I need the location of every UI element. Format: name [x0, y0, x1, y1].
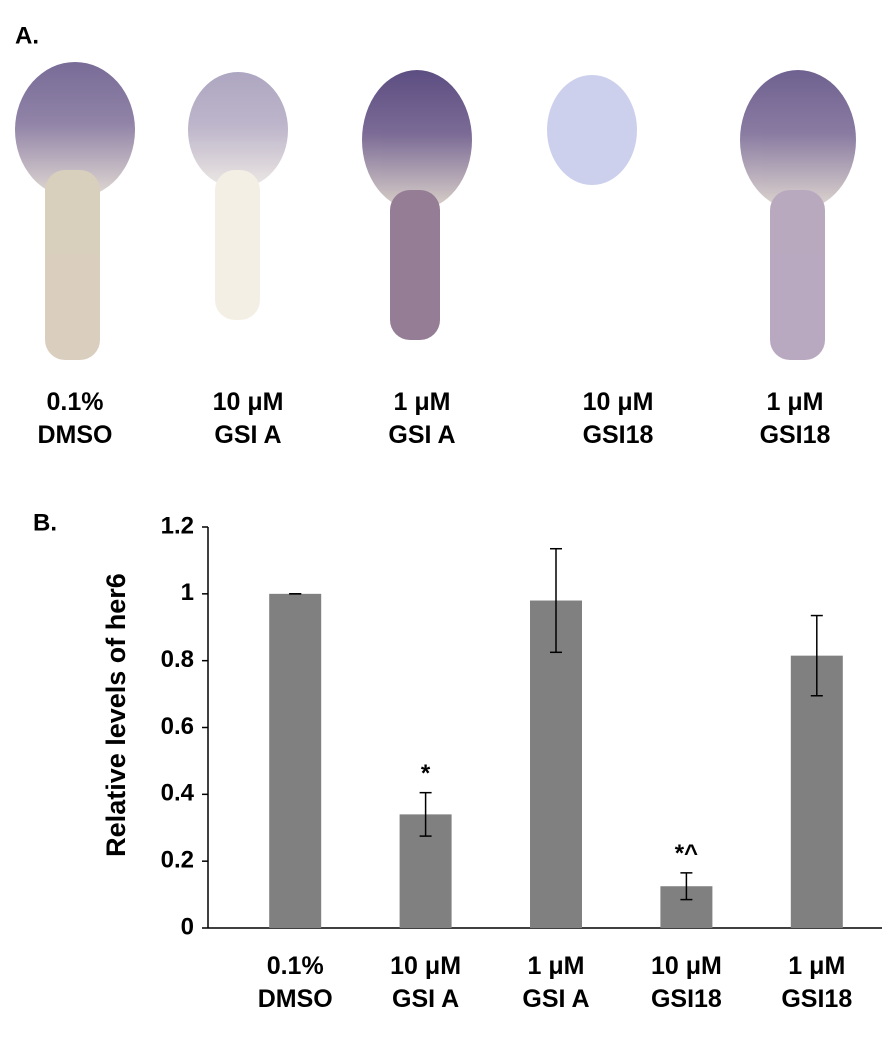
- caption: 0.1% DMSO: [257, 952, 333, 1013]
- y-tick-label: 0.2: [161, 847, 194, 874]
- embryo-photo: [15, 62, 135, 360]
- y-tick-label: 0.6: [161, 713, 194, 740]
- caption: 1 μM GSI18: [759, 388, 831, 449]
- error-bar: [810, 614, 823, 697]
- bar: [530, 600, 582, 928]
- error-bar: [550, 547, 562, 654]
- error-bar: [680, 872, 693, 901]
- embryo-photo: [740, 70, 856, 360]
- caption: 1 μM GSI18: [781, 952, 853, 1013]
- embryo-photo: [188, 72, 288, 320]
- annotation: *^: [675, 840, 698, 867]
- caption: 10 μM GSI18: [582, 388, 654, 449]
- panel-label: B.: [33, 509, 57, 536]
- embryo-images: [15, 62, 856, 360]
- y-axis-title: Relative levels of her6: [101, 573, 131, 857]
- y-tick-label: 0.8: [161, 646, 194, 673]
- caption: 1 μM GSI A: [522, 952, 590, 1013]
- bar: [269, 593, 322, 928]
- y-tick-label: 0.4: [161, 780, 195, 807]
- y-tick-label: 0: [181, 913, 194, 940]
- y-tick-label: 1: [181, 579, 194, 606]
- caption: 10 μM GSI A: [390, 952, 462, 1013]
- caption: 10 μM GSI A: [212, 388, 284, 449]
- caption: 0.1% DMSO: [37, 388, 113, 449]
- panel-label: A.: [15, 22, 39, 49]
- annotation: *: [421, 760, 431, 787]
- embryo-photo: [547, 75, 637, 185]
- caption: 1 μM GSI A: [388, 388, 456, 449]
- caption: 10 μM GSI18: [650, 952, 722, 1013]
- error-bar: [419, 791, 432, 837]
- embryo-photo: [362, 70, 472, 340]
- bar: [790, 655, 843, 928]
- y-tick-label: 1.2: [161, 512, 194, 539]
